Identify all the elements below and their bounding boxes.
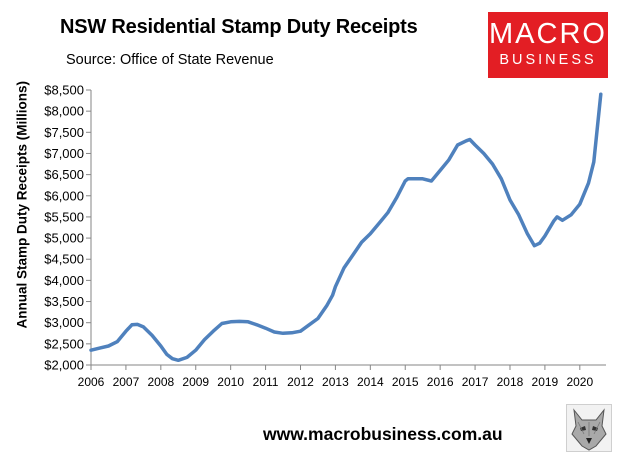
x-tick-label: 2014	[357, 375, 384, 389]
logo-line1: MACRO	[489, 18, 607, 50]
y-tick-label: $5,000	[44, 231, 84, 246]
y-tick-label: $7,500	[44, 125, 84, 140]
y-tick-label: $8,500	[44, 83, 84, 98]
source-label: Source: Office of State Revenue	[66, 52, 274, 68]
x-tick-label: 2007	[113, 375, 140, 389]
y-tick-label: $6,000	[44, 188, 84, 203]
y-tick-label: $3,000	[44, 315, 84, 330]
x-tick-label: 2016	[427, 375, 454, 389]
y-tick-label: $2,000	[44, 358, 84, 373]
x-tick-label: 2019	[532, 375, 559, 389]
y-tick-label: $2,500	[44, 336, 84, 351]
x-tick-label: 2010	[217, 375, 244, 389]
y-tick-label: $3,500	[44, 294, 84, 309]
x-tick-label: 2013	[322, 375, 349, 389]
y-axis-label: Annual Stamp Duty Receipts (Millions)	[14, 80, 30, 329]
page-title: NSW Residential Stamp Duty Receipts	[60, 16, 418, 38]
wolf-icon	[566, 404, 612, 452]
y-tick-label: $7,000	[44, 146, 84, 161]
y-tick-label: $8,000	[44, 104, 84, 119]
y-tick-label: $5,500	[44, 209, 84, 224]
x-tick-label: 2018	[497, 375, 524, 389]
y-tick-label: $4,500	[44, 252, 84, 267]
logo-line2: BUSINESS	[499, 52, 597, 68]
x-tick-label: 2020	[566, 375, 593, 389]
y-tick-label: $4,000	[44, 273, 84, 288]
macrobusiness-logo: MACRO BUSINESS	[488, 12, 608, 78]
x-tick-label: 2011	[253, 375, 279, 389]
x-tick-label: 2006	[78, 375, 105, 389]
series-line-0	[89, 92, 603, 363]
x-tick-label: 2008	[147, 375, 174, 389]
x-tick-label: 2015	[392, 375, 419, 389]
y-tick-label: $6,500	[44, 167, 84, 182]
website-url: www.macrobusiness.com.au	[263, 424, 503, 444]
x-tick-label: 2012	[287, 375, 314, 389]
x-tick-label: 2017	[462, 375, 489, 389]
x-tick-label: 2009	[182, 375, 209, 389]
